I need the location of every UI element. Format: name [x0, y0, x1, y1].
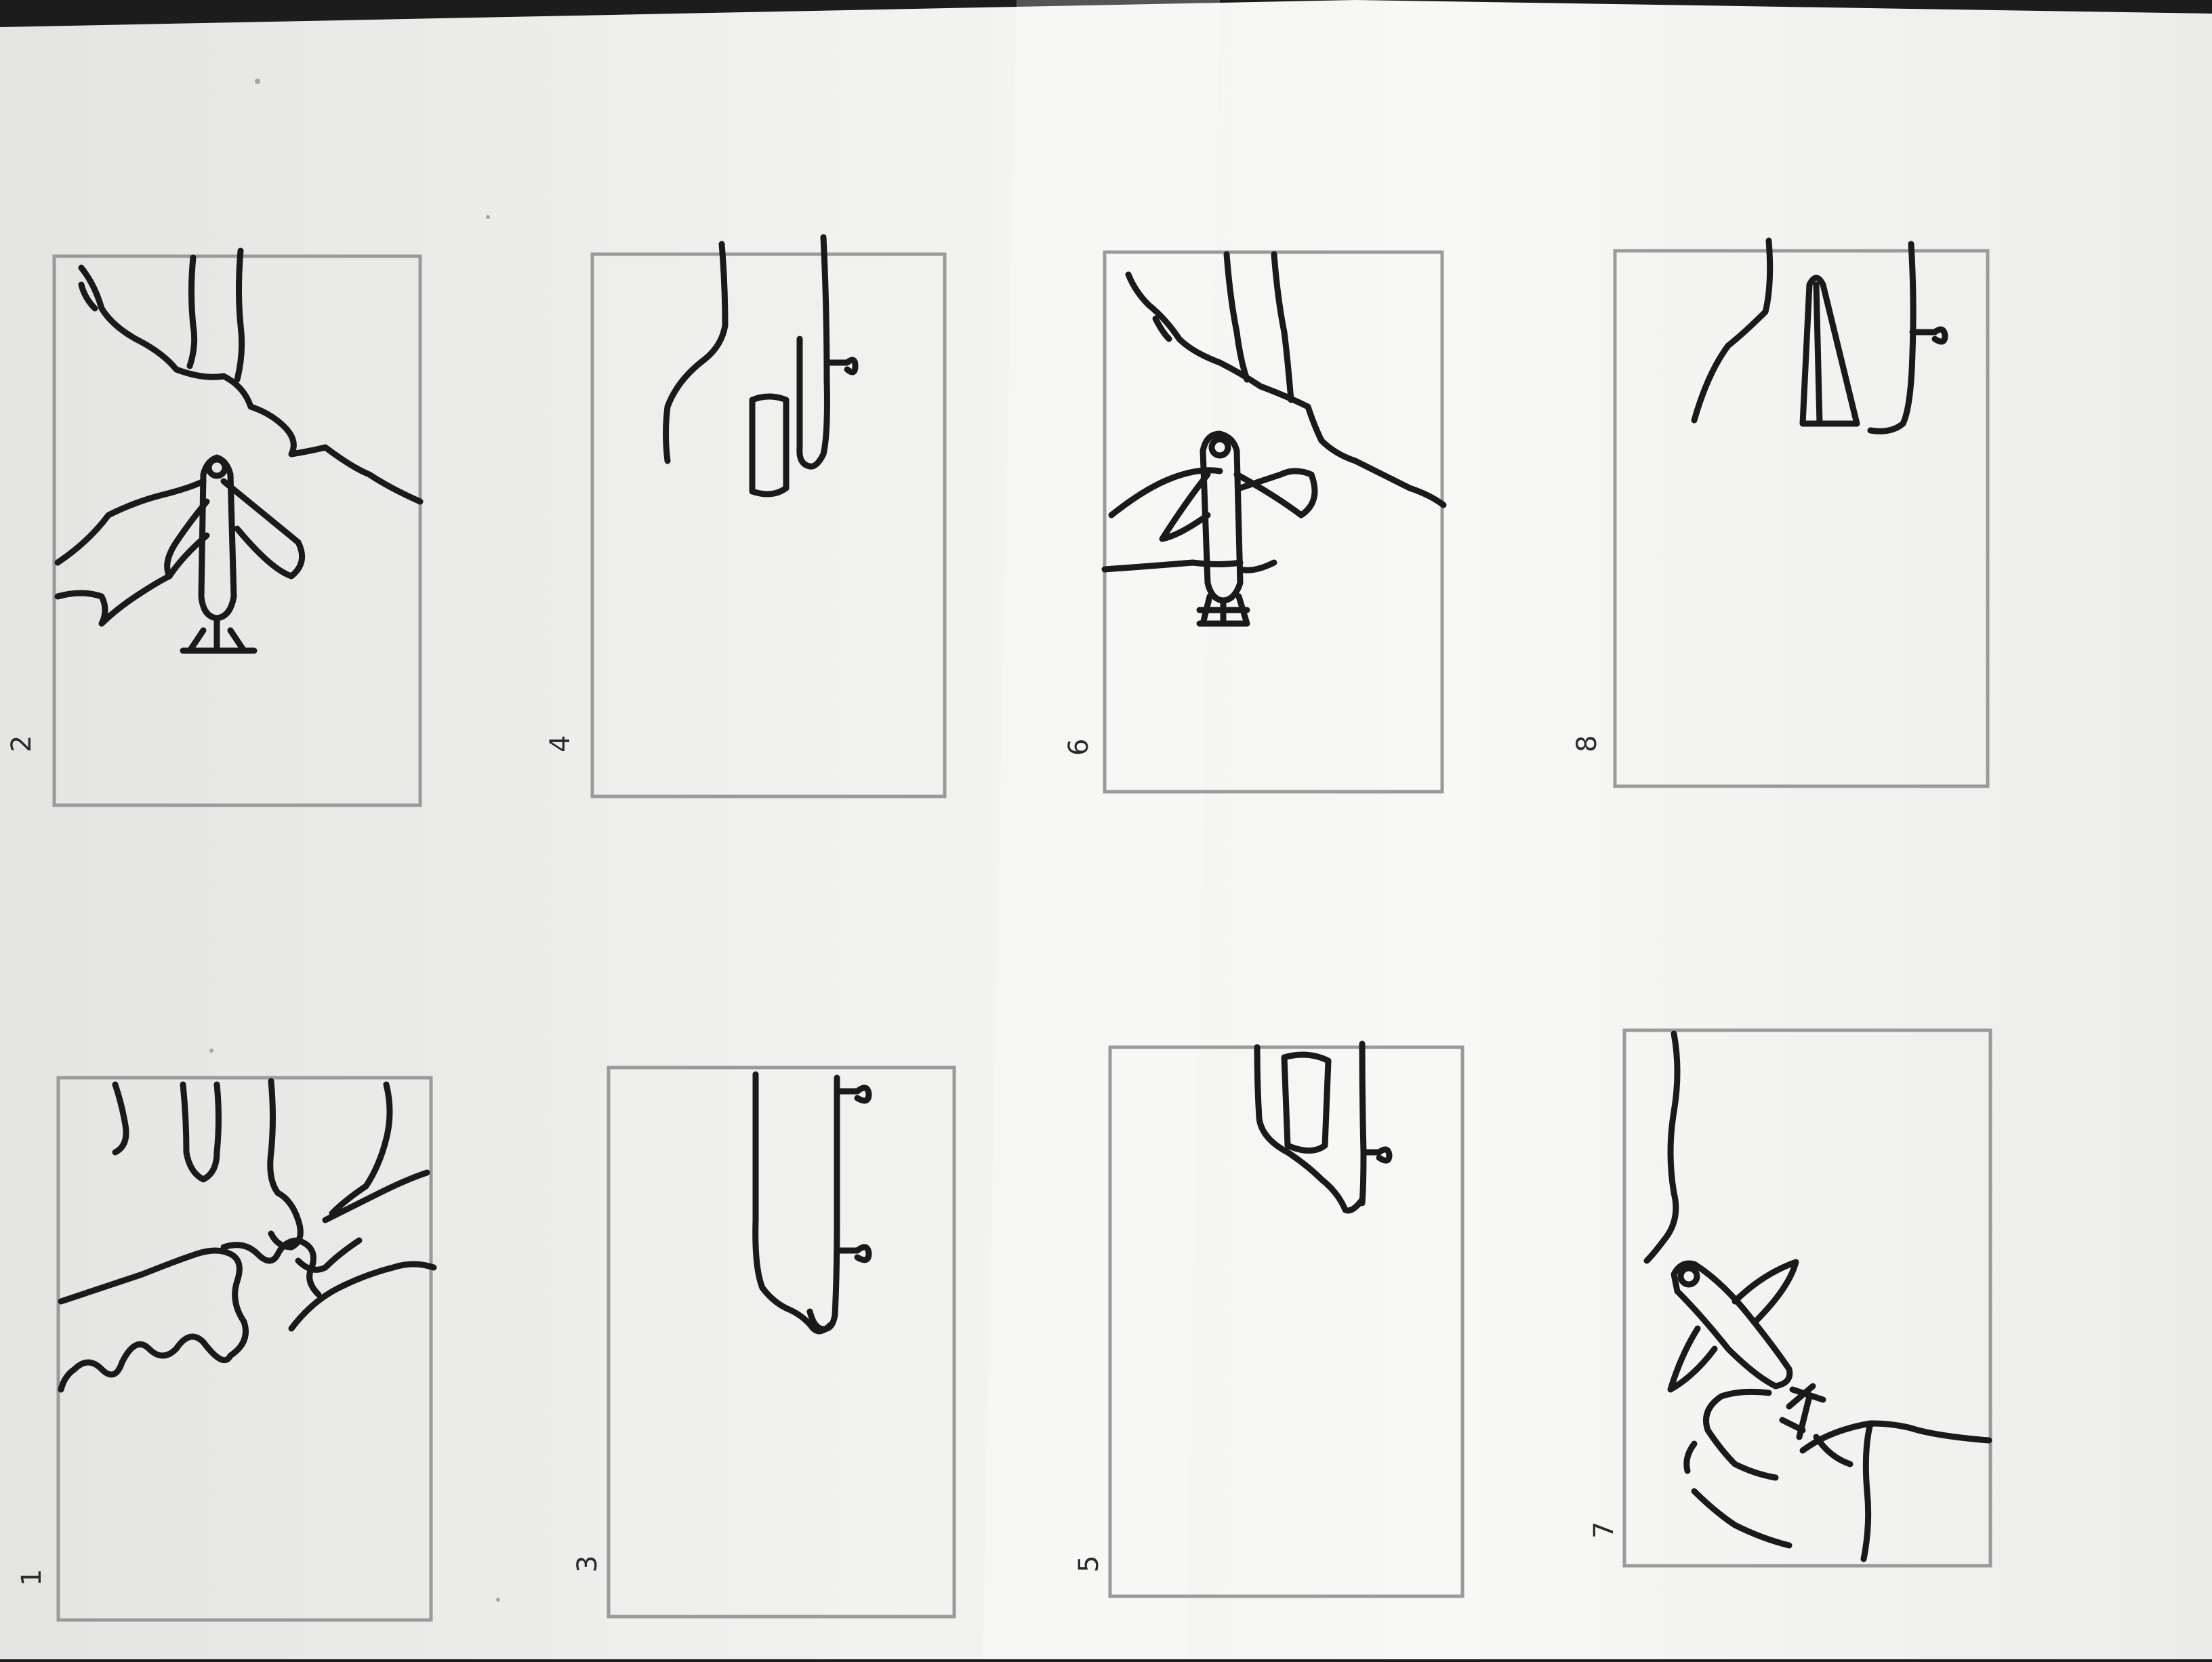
frame-1-drawing: [58, 1078, 437, 1393]
frame-numbers: 2 4 6 8 1 3 5 7: [6, 735, 1620, 1586]
frame-4-number: 4: [545, 735, 576, 752]
frame-3-border: [607, 1066, 956, 1619]
frame-4-drawing: [663, 234, 859, 498]
frame-8-border: [1613, 249, 1990, 788]
frame-5-border: [1108, 1045, 1465, 1598]
frame-3-drawing: [752, 1071, 872, 1335]
frame-5-number: 5: [1073, 1556, 1105, 1573]
paper-fold-shadow: [983, 0, 1220, 1659]
frame-2-drawing: [54, 247, 424, 654]
frame-4-capsule: [749, 393, 790, 498]
frame-8-number: 8: [1572, 735, 1603, 752]
frame-7-border: [1622, 1028, 1992, 1568]
ink-drawings: [54, 234, 1992, 1562]
frame-1-border: [56, 1076, 433, 1622]
frame-8-sail: [1799, 275, 1860, 427]
frame-1-number: 1: [16, 1569, 47, 1586]
frame-8-drawing: [1691, 237, 1948, 434]
frame-5-boat-inner: [1281, 1051, 1332, 1154]
frame-5-drawing: [1254, 1040, 1393, 1214]
frame-6-drawing: [1101, 251, 1447, 627]
frame-4-border: [590, 252, 947, 798]
frame-6-plane-fuselage: [1200, 430, 1244, 604]
pencil-smudges: [209, 79, 500, 1602]
frame-2-number: 2: [6, 735, 37, 752]
frame-7-number: 7: [1589, 1522, 1620, 1539]
frame-6-number: 6: [1063, 739, 1094, 756]
frame-3-number: 3: [572, 1556, 603, 1573]
frame-7-drawing: [1643, 1030, 1992, 1562]
frame-7-plane-fuselage: [1671, 1260, 1793, 1390]
